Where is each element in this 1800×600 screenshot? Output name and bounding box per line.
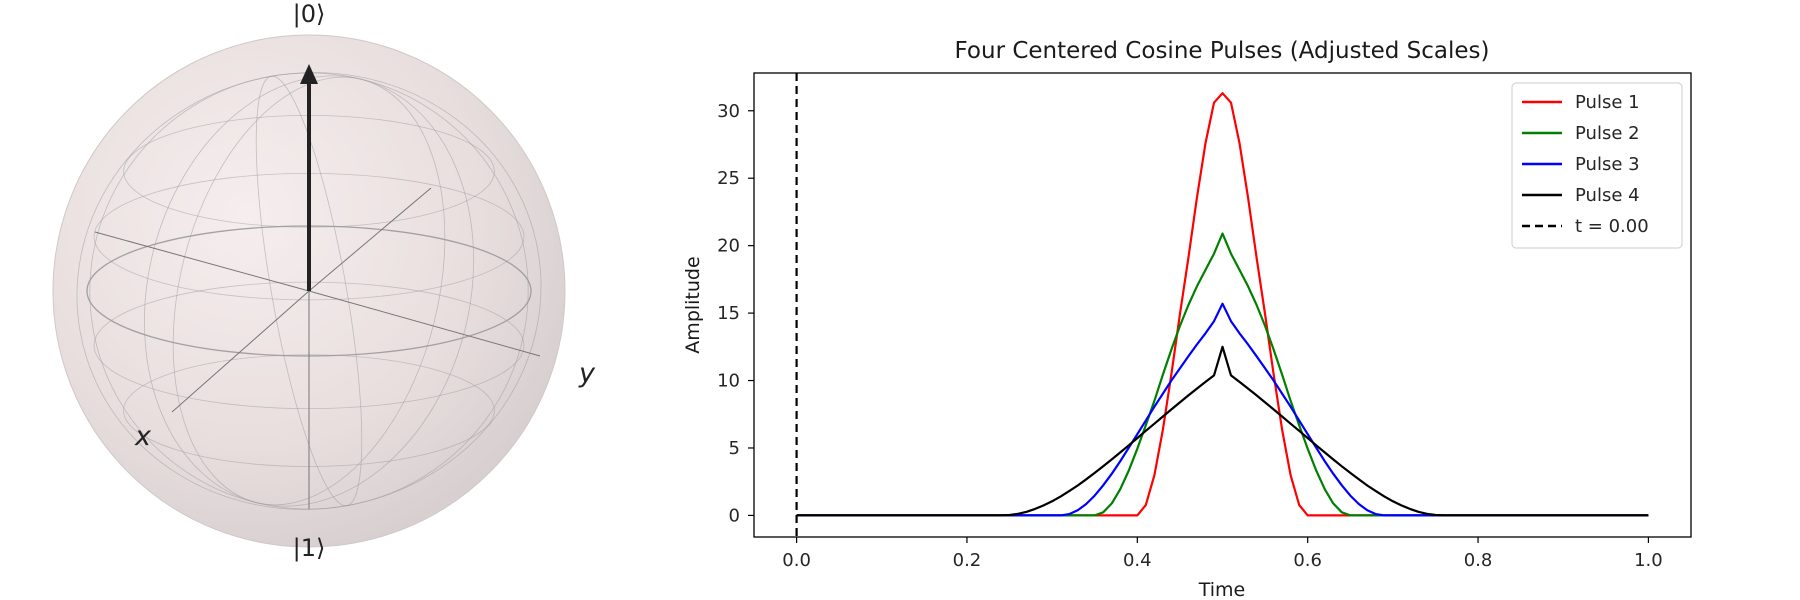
y-tick-label: 5	[729, 438, 740, 459]
legend-label: Pulse 1	[1575, 92, 1640, 113]
legend: Pulse 1 Pulse 2 Pulse 3 Pulse 4 t = 0.00	[1511, 82, 1683, 249]
x-ticks: 0.0 0.2 0.4 0.6 0.8 1.0	[782, 537, 1663, 571]
pulse-chart: Four Centered Cosine Pulses (Adjusted Sc…	[682, 38, 1692, 600]
y-axis-back-line	[308, 187, 432, 292]
legend-box	[1511, 82, 1683, 249]
series-line-pulse-4	[796, 345, 1649, 517]
x-axis-line	[171, 290, 310, 413]
legend-label: Pulse 4	[1575, 185, 1640, 206]
series-line-pulse-2	[796, 232, 1649, 517]
y-tick-label: 10	[717, 371, 740, 392]
y-tick-label: 0	[729, 505, 740, 526]
state-vector-arrowhead	[300, 64, 318, 84]
chart-title: Four Centered Cosine Pulses (Adjusted Sc…	[955, 38, 1490, 64]
series-line-pulse-3	[796, 302, 1649, 517]
legend-label: Pulse 2	[1575, 123, 1640, 144]
legend-label: Pulse 3	[1575, 154, 1640, 175]
longitude-ring	[76, 72, 542, 510]
x-axis-title: Time	[1198, 579, 1246, 600]
state-vector	[300, 64, 318, 291]
x-tick-label: 1.0	[1634, 550, 1663, 571]
y-axis-label: y	[578, 358, 596, 389]
ket-zero-label: |0⟩	[293, 0, 326, 28]
legend-label: t = 0.00	[1575, 216, 1649, 237]
ket-one-label: |1⟩	[293, 534, 326, 562]
x-axis-label: x	[134, 421, 152, 452]
x-tick-label: 0.6	[1293, 550, 1322, 571]
y-axis-line	[308, 290, 541, 357]
series-layer	[795, 73, 1649, 537]
x-axis-back-line	[94, 231, 310, 292]
y-tick-label: 30	[717, 101, 740, 122]
y-tick-label: 25	[717, 168, 740, 189]
x-tick-label: 0.4	[1123, 550, 1152, 571]
x-tick-label: 0.2	[953, 550, 982, 571]
y-axis-title: Amplitude	[682, 256, 704, 353]
x-tick-label: 0.0	[782, 550, 811, 571]
sphere-axes	[94, 187, 541, 509]
y-tick-label: 20	[717, 236, 740, 257]
longitude-ring	[143, 75, 475, 507]
y-ticks: 0 5 10 15 20 25 30	[717, 101, 754, 526]
x-tick-label: 0.8	[1464, 550, 1493, 571]
y-tick-label: 15	[717, 303, 740, 324]
bloch-sphere: |0⟩ |1⟩ x y	[52, 0, 596, 562]
